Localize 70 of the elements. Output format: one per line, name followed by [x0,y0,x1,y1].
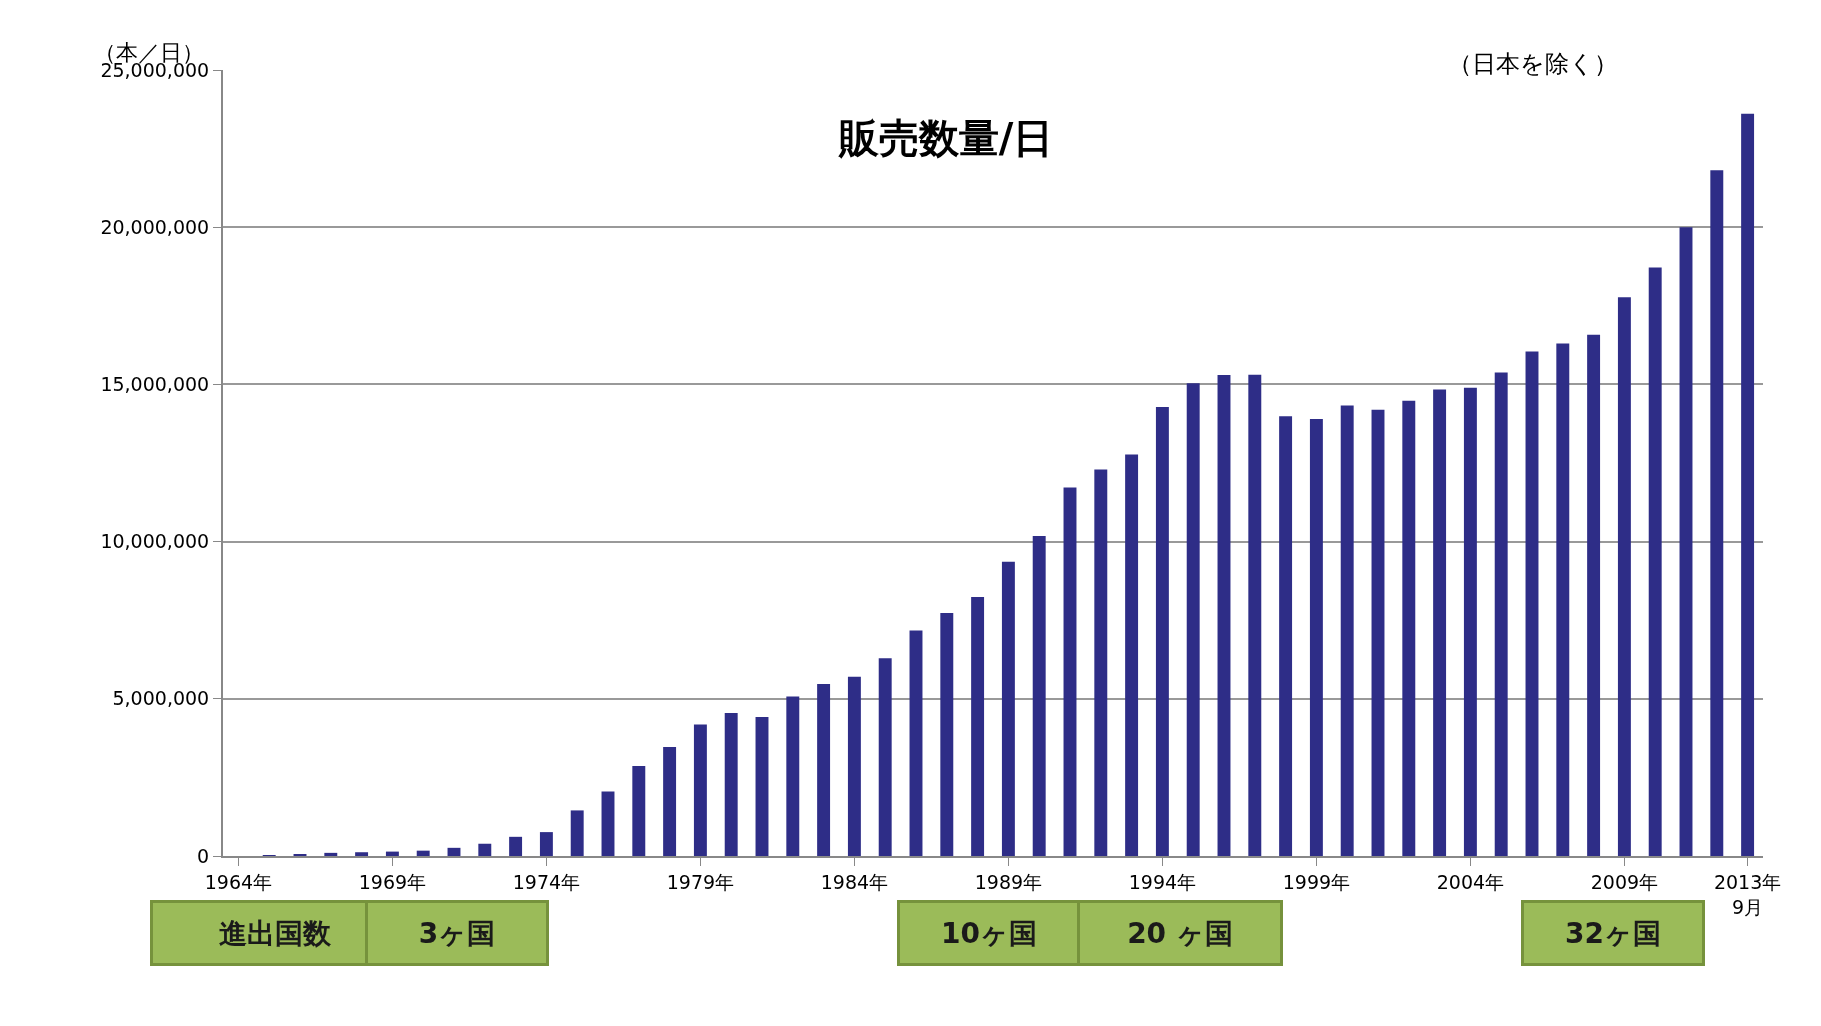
bar [509,836,523,856]
bar [632,766,646,856]
bar [1494,372,1508,856]
bar [1587,334,1601,856]
bar [1279,416,1293,856]
x-tick-label: 1984年 [820,870,889,893]
bar [1309,418,1323,856]
bar [971,596,985,856]
text: 10ヶ国 [941,916,1037,950]
x-tick-label: 1999年 [1282,870,1351,893]
bar [355,852,369,856]
bar [909,630,923,856]
bar [1371,409,1385,856]
bar [385,851,399,856]
bar [478,843,492,856]
y-tick-label: 0 [197,844,210,867]
bar [1741,113,1755,856]
annotation: （日本を除く） [1448,50,1618,78]
bar [1094,469,1108,856]
bar [570,810,584,856]
bar [1125,454,1139,856]
x-tick-label: 2009年 [1590,870,1659,893]
y-tick-label: 20,000,000 [100,215,210,238]
x-tick-label: 1964年 [204,870,273,893]
text: 20 ヶ国 [1127,916,1233,950]
bar [1679,227,1693,856]
bar [663,746,677,856]
bar [324,852,338,856]
bar [1433,389,1447,856]
bar [724,712,738,856]
bar [1186,383,1200,856]
y-tick-label: 5,000,000 [112,687,210,710]
bar [1402,400,1416,856]
bar [1248,374,1262,856]
x-tick-label: 1979年 [666,870,735,893]
bar [1217,374,1231,856]
bar [1463,387,1477,856]
bar [1032,535,1046,856]
bar [847,676,861,856]
bar [1340,405,1354,856]
bar [786,696,800,856]
bar [1710,170,1724,856]
bar [940,612,954,856]
x-tick-label: 2013年 9月 [1713,870,1782,918]
bar [1556,343,1570,856]
bar [601,791,615,856]
x-tick-label: 1989年 [974,870,1043,893]
y-tick-label: 10,000,000 [100,530,210,553]
y-tick-label: 15,000,000 [100,373,210,396]
text: 32ヶ国 [1565,916,1661,950]
bar [1525,351,1539,856]
bar [693,724,707,856]
bar [755,717,769,856]
bar [1617,297,1631,856]
x-tick-label: 2004年 [1436,870,1505,893]
x-tick-label: 1974年 [512,870,581,893]
text: 3ヶ国 [418,916,496,950]
bar [1648,267,1662,856]
bar [878,658,892,856]
bar [1155,407,1169,856]
bar [416,850,430,856]
bar [1001,561,1015,856]
bar [817,684,831,856]
bar [1063,487,1077,856]
bar [539,832,553,856]
x-tick-label: 1994年 [1128,870,1197,893]
x-tick-label: 1969年 [358,870,427,893]
text: 販売数量/日 [837,115,1054,161]
bar [447,847,461,856]
text: 進出国数 [218,916,332,950]
